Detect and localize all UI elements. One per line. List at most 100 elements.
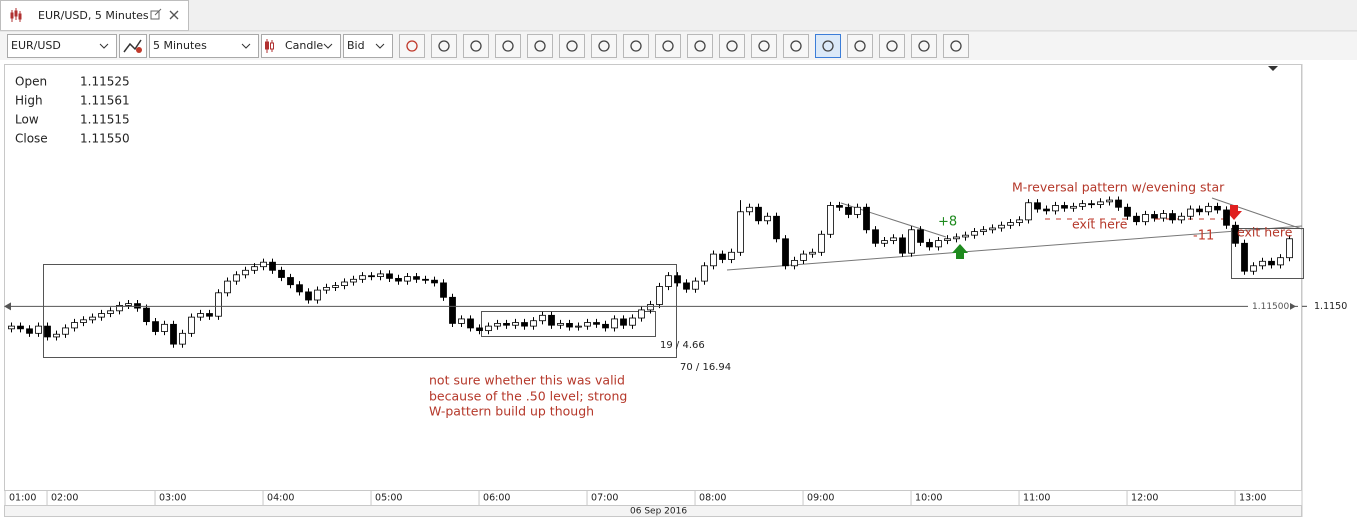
candle-body [8,325,15,330]
candle-body [242,269,249,276]
candle-body [287,277,294,286]
entry-label: +8 [938,215,957,230]
candle-body [206,313,213,317]
period-select[interactable] [149,34,259,58]
exit-label: exit here [1237,225,1293,240]
ohlc-label: High [15,94,43,108]
candle-body [125,303,132,306]
tool-button[interactable] [751,34,777,58]
candle-body [89,316,96,321]
candle-body [215,292,222,317]
note-line: not sure whether this was valid [429,373,625,388]
x-tick-label: 07:00 [591,493,618,504]
tool-button[interactable] [687,34,713,58]
tool-button[interactable] [847,34,873,58]
candle-body [1259,260,1266,267]
ohlc-label: Close [15,132,48,146]
tool-button[interactable] [527,34,553,58]
candle-body [1034,202,1041,210]
x-tick-label: 10:00 [915,493,942,504]
candle-body [881,240,888,244]
ohlc-value: 1.11561 [80,94,130,108]
dropdown-arrow [375,43,385,49]
ohlc-panel: Open 1.11525 High 1.11561 Low 1.11515 Close 1.1… [15,75,130,146]
trend-line [726,225,1303,271]
range-box [43,264,677,358]
candle-body [602,323,609,329]
tool-button[interactable] [911,34,937,58]
x-tick-label: 08:00 [699,493,726,504]
candle-body [764,215,771,222]
tab-bar [0,0,1357,31]
candle-body [1178,215,1185,221]
candle-body [782,238,789,267]
range-box [1231,228,1304,279]
candle-body [80,319,87,323]
candle-body [530,320,537,327]
candle-body [323,287,330,291]
candle-body [953,236,960,240]
candle-body [494,323,501,327]
candle-body [1007,222,1014,226]
tab-undock[interactable] [150,8,162,20]
tool-button[interactable] [463,34,489,58]
tool-button[interactable] [719,34,745,58]
candle-body [818,233,825,253]
tool-button[interactable] [783,34,809,58]
x-tick-label: 12:00 [1131,493,1158,504]
candle-body [674,275,681,284]
candle-body [377,273,384,277]
candle-body [548,314,555,326]
candle-body [17,325,24,330]
tool-button[interactable] [431,34,457,58]
candle-body [980,229,987,232]
side-select[interactable] [343,34,393,58]
tool-button[interactable] [495,34,521,58]
tool-button[interactable] [591,34,617,58]
candle-body [431,279,438,284]
candle-body [1088,203,1095,206]
candle-body [26,328,33,334]
candle-body [1187,208,1194,217]
candle-body [899,237,906,254]
tool-button[interactable] [655,34,681,58]
tab[interactable] [0,0,189,31]
candle-body [143,307,150,323]
tool-icon [694,40,706,52]
candle-body [1169,213,1176,221]
candle-body [458,318,465,324]
candle-body [170,323,177,345]
candle-body [656,286,663,305]
exit-label: exit here [1072,217,1128,232]
box-label: 70 / 16.94 [680,362,731,373]
tool-icon [918,40,930,52]
instrument-select[interactable] [7,34,117,58]
candle-body [1097,201,1104,205]
candle-body [647,304,654,311]
candle-body [305,291,312,301]
candle-body [872,229,879,244]
candle-body [332,285,339,288]
tool-icon [822,40,834,52]
candle-body [197,313,204,318]
dropdown-arrow [323,43,333,49]
tool-button[interactable] [879,34,905,58]
candle-body [278,269,285,278]
tool-button[interactable] [943,34,969,58]
candle-body [116,305,123,312]
chart-style-select[interactable] [261,34,341,58]
tab-close[interactable] [169,10,179,20]
candle-body [746,206,753,213]
candle-body [836,205,843,208]
x-tick-label: 09:00 [807,493,834,504]
candle-body [467,318,474,329]
plot-menu[interactable] [1268,66,1278,71]
candle-body [251,266,258,271]
tool-button[interactable] [559,34,585,58]
candle-body [1043,208,1050,212]
tool-button[interactable] [623,34,649,58]
tool-button[interactable] [399,34,425,58]
y-tick-label: 1.1150 [1314,301,1347,312]
tool-icon [886,40,898,52]
tool-button[interactable] [815,34,841,58]
